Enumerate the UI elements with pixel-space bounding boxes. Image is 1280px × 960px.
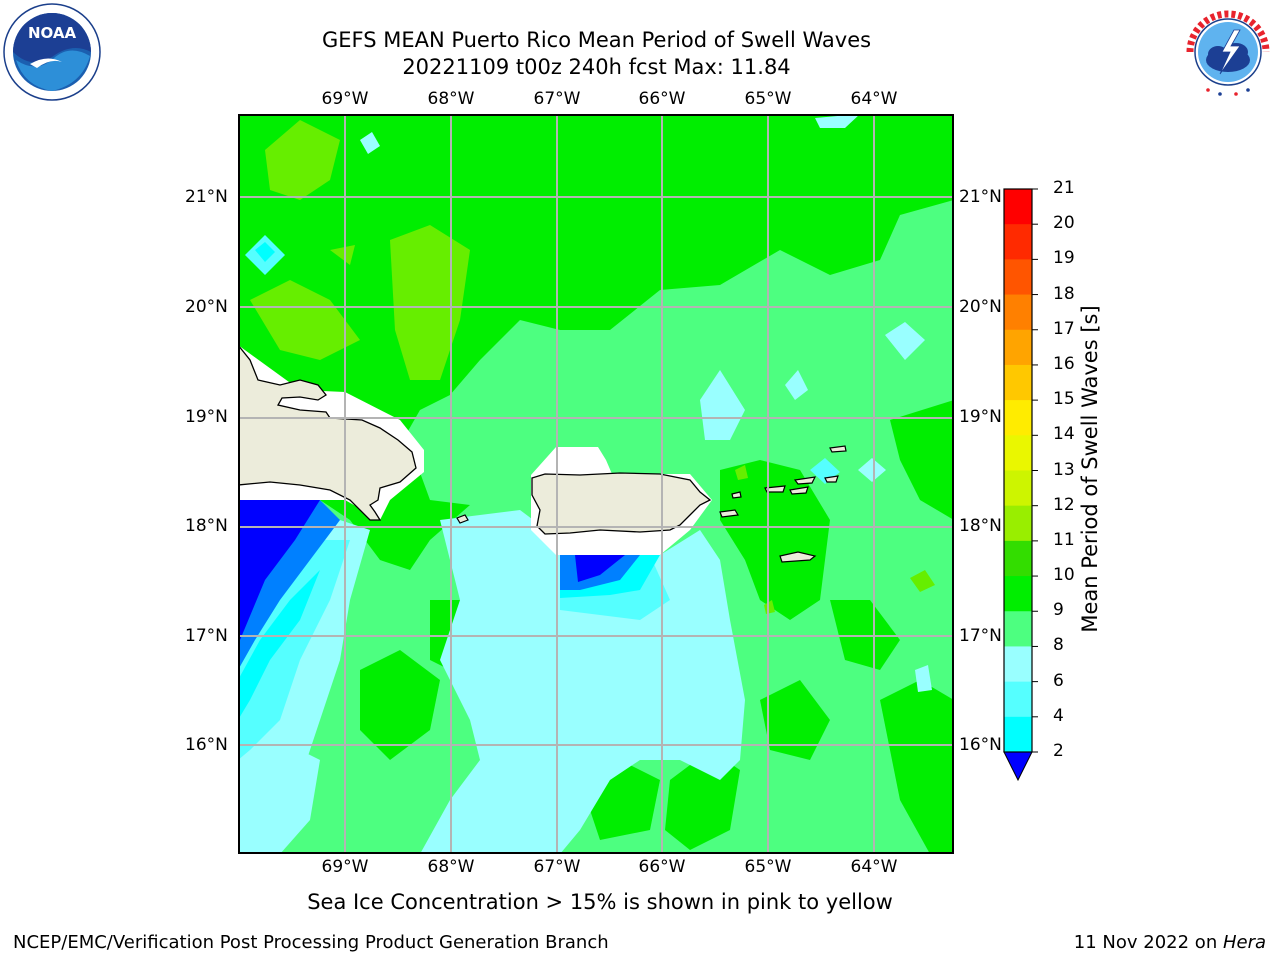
colorbar-tick-label: 10 bbox=[1053, 565, 1075, 586]
colorbar-block bbox=[1004, 400, 1032, 436]
colorbar-tick-label: 21 bbox=[1053, 178, 1075, 198]
lon-label-top: 67°W bbox=[533, 89, 581, 109]
colorbar bbox=[1003, 188, 1038, 782]
footer-date-text: 11 Nov 2022 on bbox=[1073, 932, 1223, 953]
colorbar-block bbox=[1004, 505, 1032, 542]
noaa-logo: NOAA bbox=[2, 2, 102, 102]
footer-machine: Hera bbox=[1222, 932, 1266, 953]
lat-label-right: 16°N bbox=[959, 735, 1002, 755]
colorbar-tick-label: 14 bbox=[1053, 424, 1075, 445]
svg-text:NOAA: NOAA bbox=[28, 24, 77, 42]
lon-label-top: 66°W bbox=[638, 89, 686, 109]
colorbar-extend-arrow bbox=[1003, 751, 1033, 782]
swell-period-field bbox=[240, 116, 952, 852]
colorbar-block bbox=[1004, 189, 1032, 225]
chart-title: GEFS MEAN Puerto Rico Mean Period of Swe… bbox=[321, 28, 872, 52]
lat-label-right: 20°N bbox=[959, 297, 1002, 317]
colorbar-tick-label: 8 bbox=[1053, 635, 1064, 656]
lat-label-right: 17°N bbox=[959, 626, 1002, 646]
footer-date: 11 Nov 2022 on Hera bbox=[1074, 932, 1266, 953]
lon-label-top: 68°W bbox=[427, 89, 475, 109]
colorbar-tick-label: 4 bbox=[1053, 705, 1064, 726]
colorbar-tick-label: 6 bbox=[1053, 670, 1064, 691]
colorbar-tick-label: 13 bbox=[1053, 459, 1075, 480]
colorbar-block bbox=[1004, 611, 1032, 647]
colorbar-tick-label: 12 bbox=[1053, 494, 1075, 515]
lat-label-left: 18°N bbox=[185, 516, 228, 536]
lon-label-bottom: 68°W bbox=[427, 857, 475, 877]
lat-label-left: 20°N bbox=[185, 297, 228, 317]
colorbar-block bbox=[1004, 435, 1032, 471]
lon-label-bottom: 67°W bbox=[533, 857, 581, 877]
colorbar-tick-label: 11 bbox=[1053, 529, 1075, 550]
colorbar-tick-label: 19 bbox=[1053, 248, 1075, 269]
lat-label-left: 16°N bbox=[185, 735, 228, 755]
colorbar-tick-label: 18 bbox=[1053, 283, 1075, 304]
lon-label-bottom: 65°W bbox=[744, 857, 792, 877]
sea-ice-note: Sea Ice Concentration > 15% is shown in … bbox=[307, 890, 893, 914]
colorbar-block bbox=[1004, 681, 1032, 718]
colorbar-block bbox=[1004, 470, 1032, 507]
lat-label-right: 18°N bbox=[959, 516, 1002, 536]
lon-label-bottom: 66°W bbox=[638, 857, 686, 877]
footer-org: NCEP/EMC/Verification Post Processing Pr… bbox=[13, 932, 609, 953]
lon-label-top: 65°W bbox=[744, 89, 792, 109]
colorbar-block bbox=[1004, 224, 1032, 260]
lon-label-bottom: 64°W bbox=[850, 857, 898, 877]
colorbar-block bbox=[1004, 259, 1032, 296]
colorbar-tick-label: 9 bbox=[1053, 600, 1064, 621]
colorbar-block bbox=[1004, 576, 1032, 612]
colorbar-tick-label: 17 bbox=[1053, 318, 1075, 339]
colorbar-block bbox=[1004, 540, 1032, 577]
nws-logo bbox=[1178, 2, 1278, 102]
lon-label-top: 69°W bbox=[321, 89, 369, 109]
colorbar-label: Mean Period of Swell Waves [s] bbox=[1078, 305, 1102, 633]
lat-label-right: 19°N bbox=[959, 407, 1002, 427]
colorbar-block bbox=[1004, 329, 1032, 366]
colorbar-tick-label: 16 bbox=[1053, 353, 1075, 374]
colorbar-block bbox=[1004, 364, 1032, 401]
lat-label-left: 19°N bbox=[185, 407, 228, 427]
colorbar-block bbox=[1004, 646, 1032, 683]
lat-label-right: 21°N bbox=[959, 187, 1002, 207]
lat-label-left: 21°N bbox=[185, 187, 228, 207]
colorbar-tick-label: 2 bbox=[1053, 741, 1064, 761]
colorbar-tick-label: 15 bbox=[1053, 389, 1075, 410]
map-panel bbox=[238, 114, 954, 854]
lon-label-bottom: 69°W bbox=[321, 857, 369, 877]
chart-subtitle: 20221109 t00z 240h fcst Max: 11.84 bbox=[402, 55, 791, 79]
lat-label-left: 17°N bbox=[185, 626, 228, 646]
colorbar-block bbox=[1004, 294, 1032, 331]
lon-label-top: 64°W bbox=[850, 89, 898, 109]
colorbar-tick-label: 20 bbox=[1053, 213, 1075, 234]
colorbar-block bbox=[1004, 716, 1032, 753]
